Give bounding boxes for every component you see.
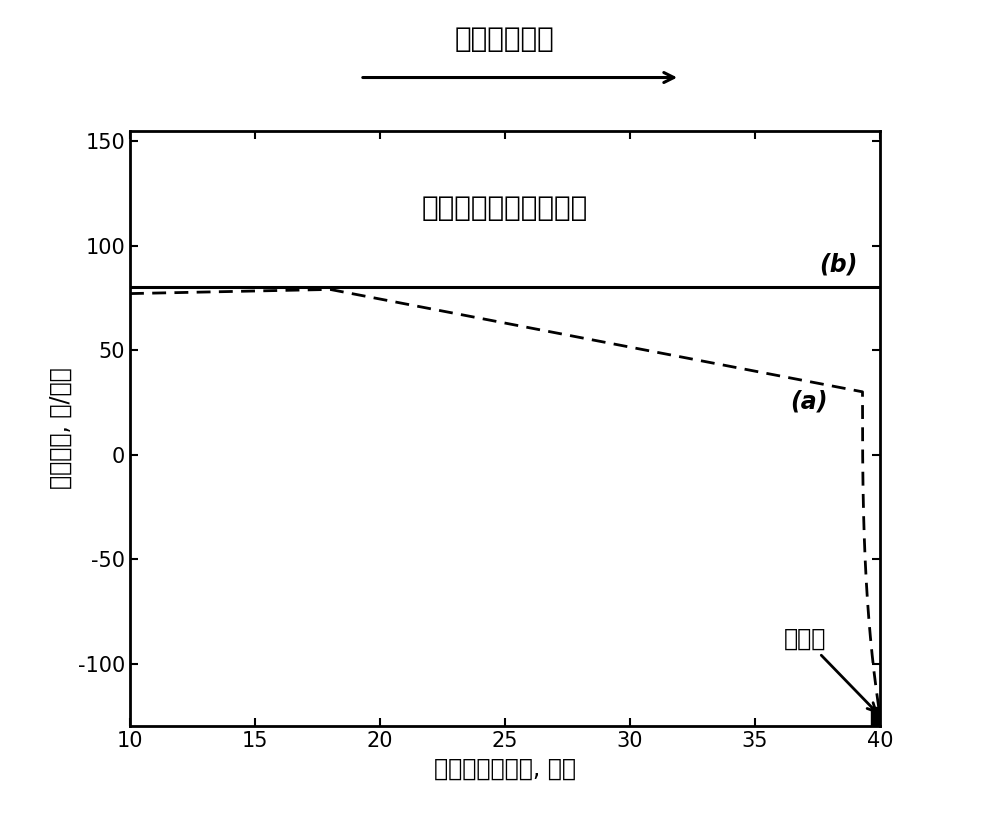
Text: (b): (b) xyxy=(819,252,858,277)
X-axis label: 离子迁移管轴向, 毫米: 离子迁移管轴向, 毫米 xyxy=(434,756,576,781)
Text: (a): (a) xyxy=(790,389,828,414)
Text: 电离区内电场分布特征: 电离区内电场分布特征 xyxy=(422,194,588,222)
Text: 离子门: 离子门 xyxy=(784,627,876,712)
Y-axis label: 电场强度, 伏/毫米: 电场强度, 伏/毫米 xyxy=(48,367,72,490)
Text: 离子迁移方向: 离子迁移方向 xyxy=(455,25,555,53)
